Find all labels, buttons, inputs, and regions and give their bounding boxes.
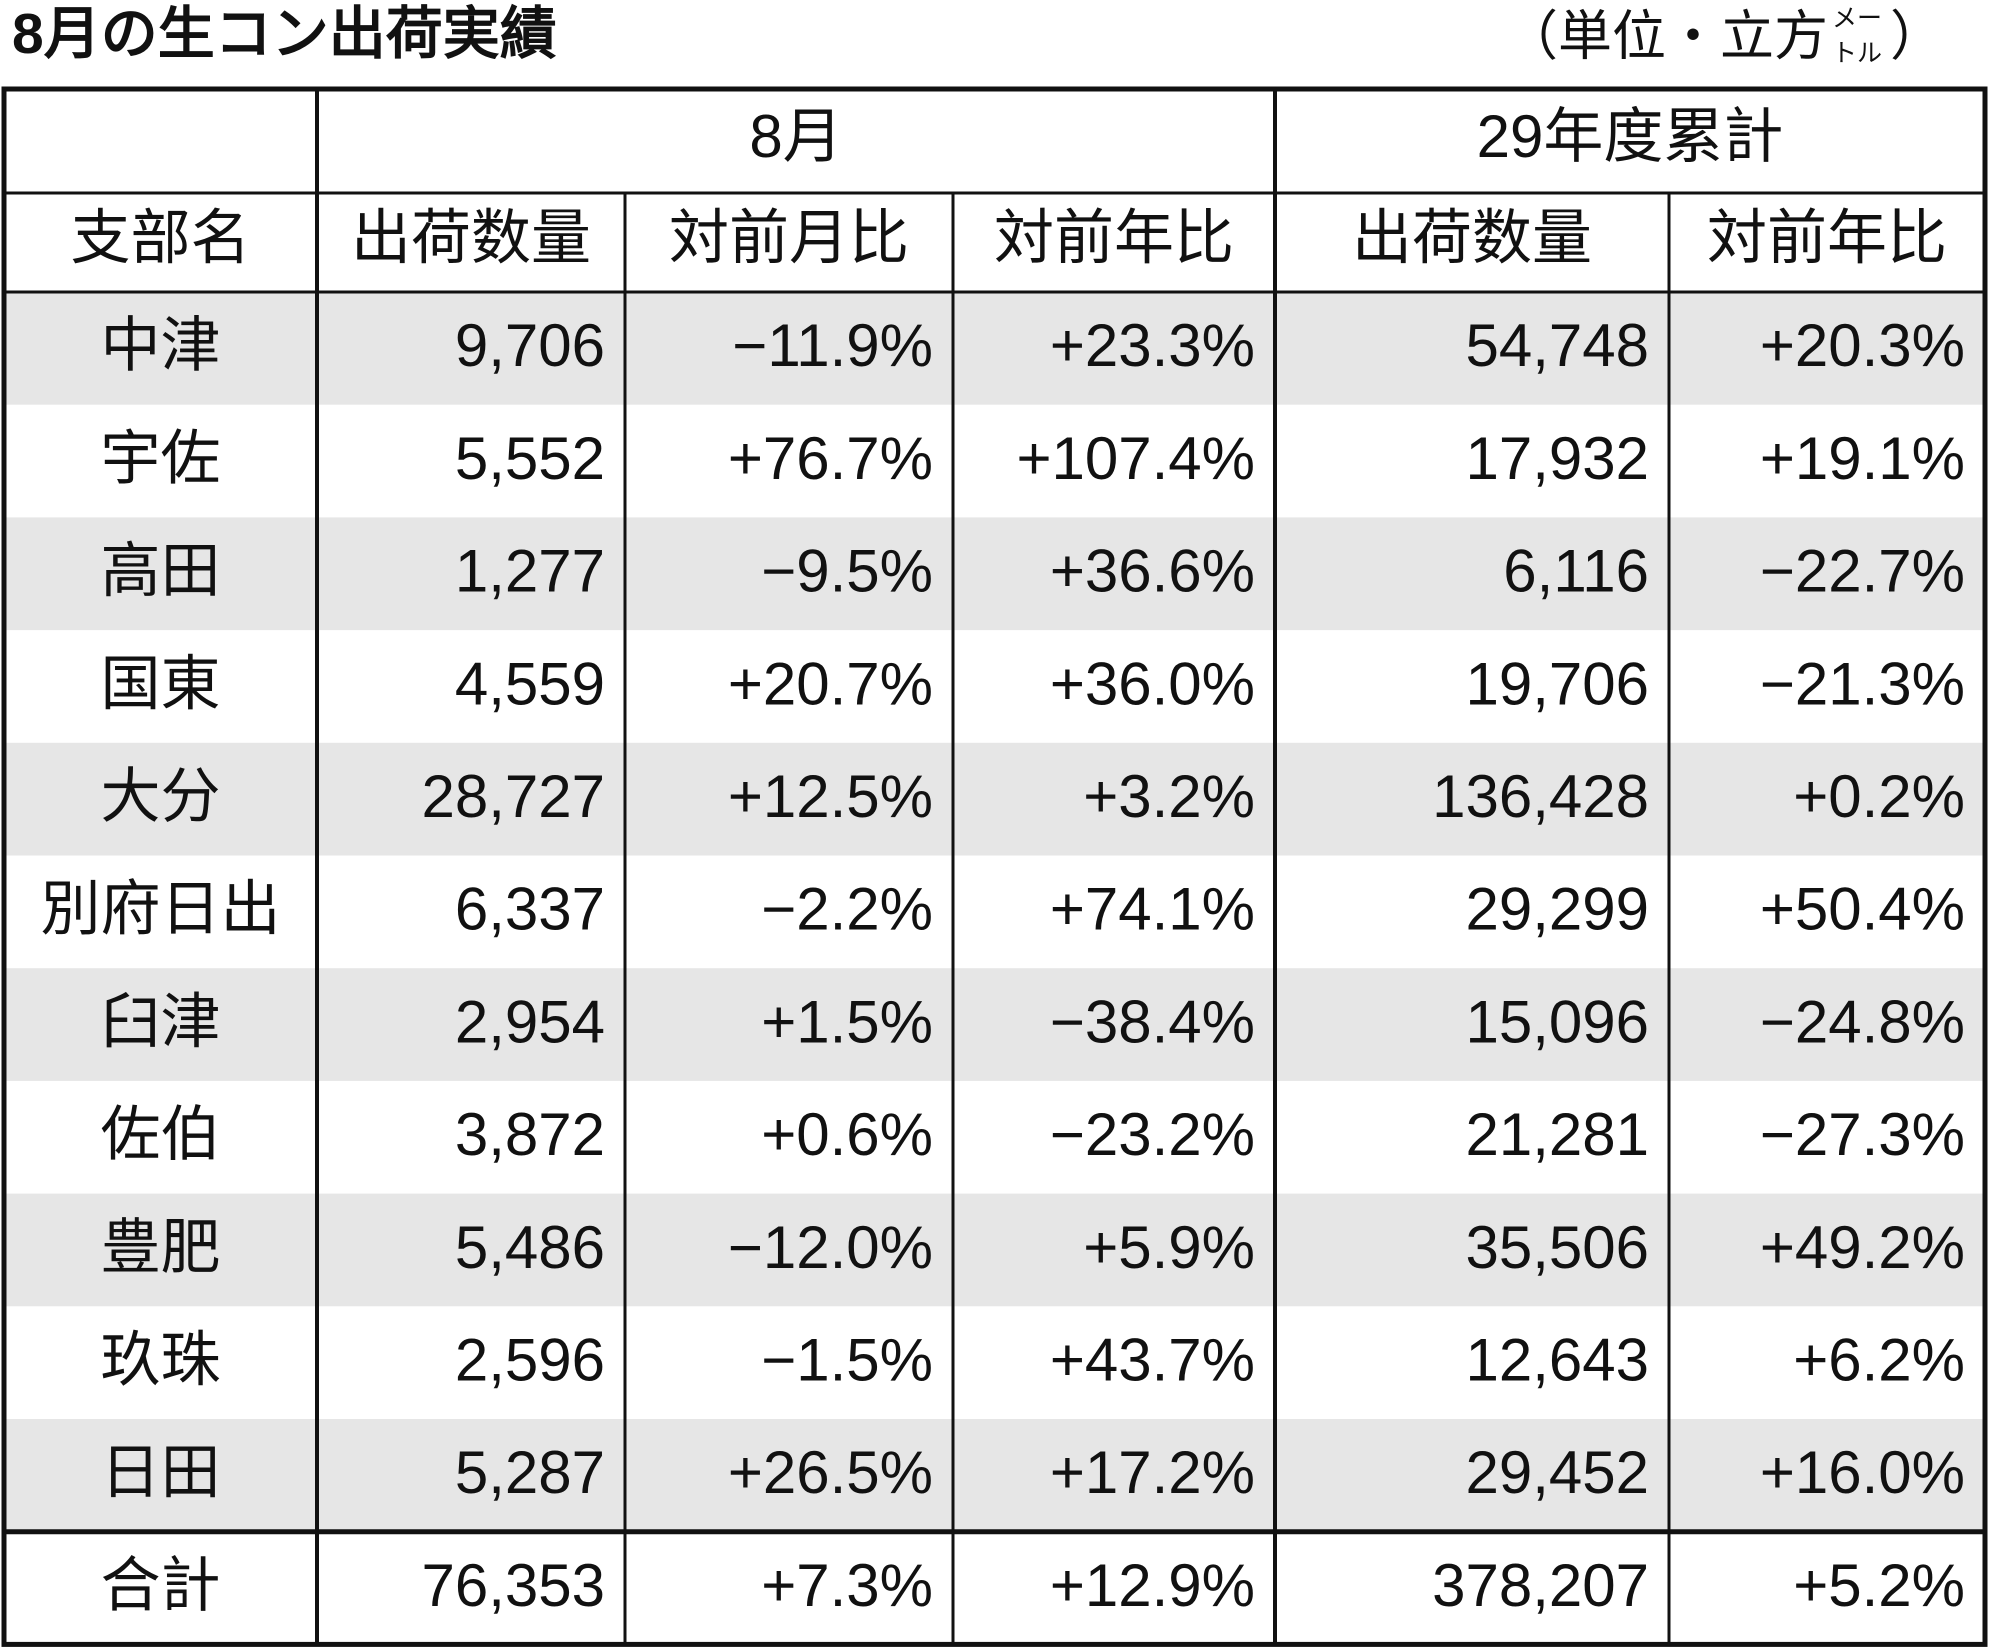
cell-value: 19,706 [1465,650,1649,717]
cell-value: +36.6% [1050,538,1255,605]
cell-value: 28,727 [421,763,605,830]
cell-value: +12.5% [728,763,933,830]
cell-value: 29,299 [1465,876,1649,943]
cell-value: 54,748 [1465,312,1649,379]
row-shade [4,1419,1985,1532]
cell-value: 1,277 [455,538,605,605]
group-header: 29年度累計 [1477,103,1784,170]
cell-value: +50.4% [1760,876,1965,943]
cell-value: −22.7% [1760,538,1965,605]
cell-value: +3.2% [1083,763,1255,830]
column-header: 支部名 [71,204,251,271]
branch-name: 玖珠 [101,1326,221,1393]
cell-value: −9.5% [761,538,933,605]
border [1,86,1988,1647]
cell-value: −38.4% [1050,988,1255,1055]
cell-value: 136,428 [1432,763,1649,830]
cell-value: +26.5% [728,1439,933,1506]
row-shade [4,517,1985,631]
cell-value: 12,643 [1465,1326,1649,1393]
cell-value: −11.9% [732,312,933,379]
cell-value: 76,353 [421,1552,605,1619]
group-header: 8月 [749,103,842,170]
cell-value: −23.2% [1050,1101,1255,1168]
cell-value: −12.0% [728,1214,933,1281]
cell-value: +7.3% [761,1552,933,1619]
branch-name: 豊肥 [101,1214,221,1281]
cell-value: +19.1% [1760,425,1965,492]
branch-name: 中津 [101,312,221,379]
row-shade [4,1193,1985,1307]
branch-name: 国東 [101,650,221,717]
cell-value: 6,337 [455,876,605,943]
cell-value: 4,559 [455,650,605,717]
cell-value: 2,954 [455,988,605,1055]
column-header: 対前年比 [994,204,1234,271]
cell-value: +12.9% [1050,1552,1255,1619]
cell-value: +20.7% [728,650,933,717]
cell-value: +16.0% [1760,1439,1965,1506]
row-shade [4,742,1985,856]
column-header: 対前年比 [1707,204,1947,271]
cell-value: +5.2% [1793,1552,1965,1619]
cell-value: 5,486 [455,1214,605,1281]
cell-value: +43.7% [1050,1326,1255,1393]
branch-name: 臼津 [101,988,221,1055]
unit: ） [1890,6,1944,66]
cell-value: +107.4% [1016,425,1255,492]
branch-name: 日田 [101,1439,221,1506]
unit: （単位・立方 [1504,6,1828,66]
column-header: 出荷数量 [1352,204,1592,271]
cell-value: +1.5% [761,988,933,1055]
cell-value: −1.5% [761,1326,933,1393]
branch-name: 大分 [101,763,221,830]
cell-value: +0.2% [1793,763,1965,830]
cell-value: +0.6% [761,1101,933,1168]
cell-value: −21.3% [1760,650,1965,717]
cell-value: +36.0% [1050,650,1255,717]
cell-value: −2.2% [761,876,933,943]
column-header: 対前月比 [669,204,909,271]
cell-value: +74.1% [1050,876,1255,943]
cell-value: 29,452 [1465,1439,1649,1506]
row-shade [4,968,1985,1081]
cell-value: +20.3% [1760,312,1965,379]
branch-name: 佐伯 [101,1101,221,1168]
branch-name: 別府日出 [41,876,281,943]
cell-value: 6,116 [1503,538,1649,605]
branch-name: 合計 [101,1552,221,1619]
branch-name: 高田 [101,538,221,605]
cell-value: −24.8% [1760,988,1965,1055]
cell-value: 35,506 [1465,1214,1649,1281]
cell-value: 2,596 [455,1326,605,1393]
cell-value: 15,096 [1465,988,1649,1055]
column-header: 出荷数量 [351,204,591,271]
unit-small: メー [1832,5,1882,33]
branch-name: 宇佐 [101,425,221,492]
cell-value: 3,872 [455,1101,605,1168]
cell-value: 21,281 [1465,1101,1649,1168]
cell-value: +76.7% [728,425,933,492]
cell-value: +6.2% [1793,1326,1965,1393]
cell-value: 5,552 [455,425,605,492]
cell-value: +17.2% [1050,1439,1255,1506]
cell-value: 378,207 [1432,1552,1649,1619]
unit-small: トル [1832,40,1882,68]
cell-value: 5,287 [455,1439,605,1506]
cell-value: −27.3% [1760,1101,1965,1168]
cell-value: +49.2% [1760,1214,1965,1281]
cell-value: +5.9% [1083,1214,1255,1281]
row-shade [4,292,1985,405]
cell-value: 9,706 [455,312,605,379]
cell-value: +23.3% [1050,312,1255,379]
title: 8月の生コン出荷実績 [12,2,557,66]
cell-value: 17,932 [1465,425,1649,492]
